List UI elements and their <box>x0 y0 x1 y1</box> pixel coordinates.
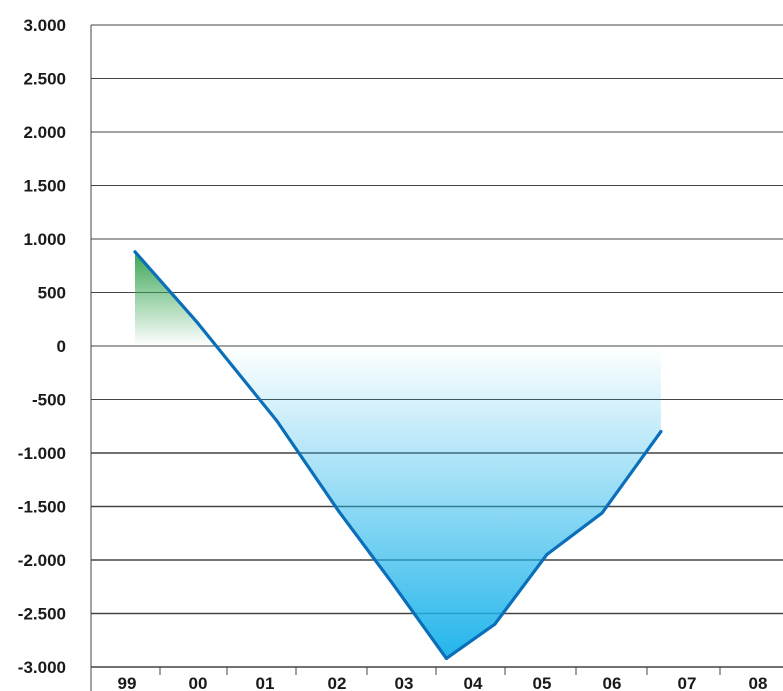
x-tick-label: 03 <box>395 674 414 691</box>
y-tick-label: 1.000 <box>23 230 66 249</box>
data-point <box>275 419 279 423</box>
x-tick-label: 99 <box>118 674 137 691</box>
y-tick-label: -3.000 <box>18 658 66 677</box>
y-tick-label: 1.500 <box>23 177 66 196</box>
negative-area <box>216 346 661 659</box>
data-point <box>545 553 549 557</box>
data-point <box>337 510 341 514</box>
y-tick-label: -2.000 <box>18 551 66 570</box>
data-point <box>600 511 604 515</box>
x-tick-label: 06 <box>603 674 622 691</box>
series-line <box>133 250 663 661</box>
data-point <box>493 622 497 626</box>
data-point <box>389 579 393 583</box>
x-tick-label: 04 <box>464 674 483 691</box>
y-tick-label: 2.500 <box>23 70 66 89</box>
x-tick-label: 01 <box>256 674 275 691</box>
x-tick-label: 07 <box>678 674 697 691</box>
data-point <box>195 320 199 324</box>
data-point <box>133 250 137 254</box>
data-point <box>444 656 448 660</box>
x-tick-label: 08 <box>749 674 768 691</box>
x-tick-label: 05 <box>533 674 552 691</box>
y-tick-label: 0 <box>57 337 66 356</box>
data-point <box>659 430 663 434</box>
y-tick-label: -1.500 <box>18 498 66 517</box>
x-tick-label: 02 <box>328 674 347 691</box>
y-tick-label: 3.000 <box>23 16 66 35</box>
y-tick-label: 2.000 <box>23 123 66 142</box>
y-tick-label: -500 <box>32 391 66 410</box>
y-tick-label: -2.500 <box>18 605 66 624</box>
y-tick-label: -1.000 <box>18 444 66 463</box>
y-tick-label: 500 <box>38 284 66 303</box>
x-tick-label: 00 <box>189 674 208 691</box>
